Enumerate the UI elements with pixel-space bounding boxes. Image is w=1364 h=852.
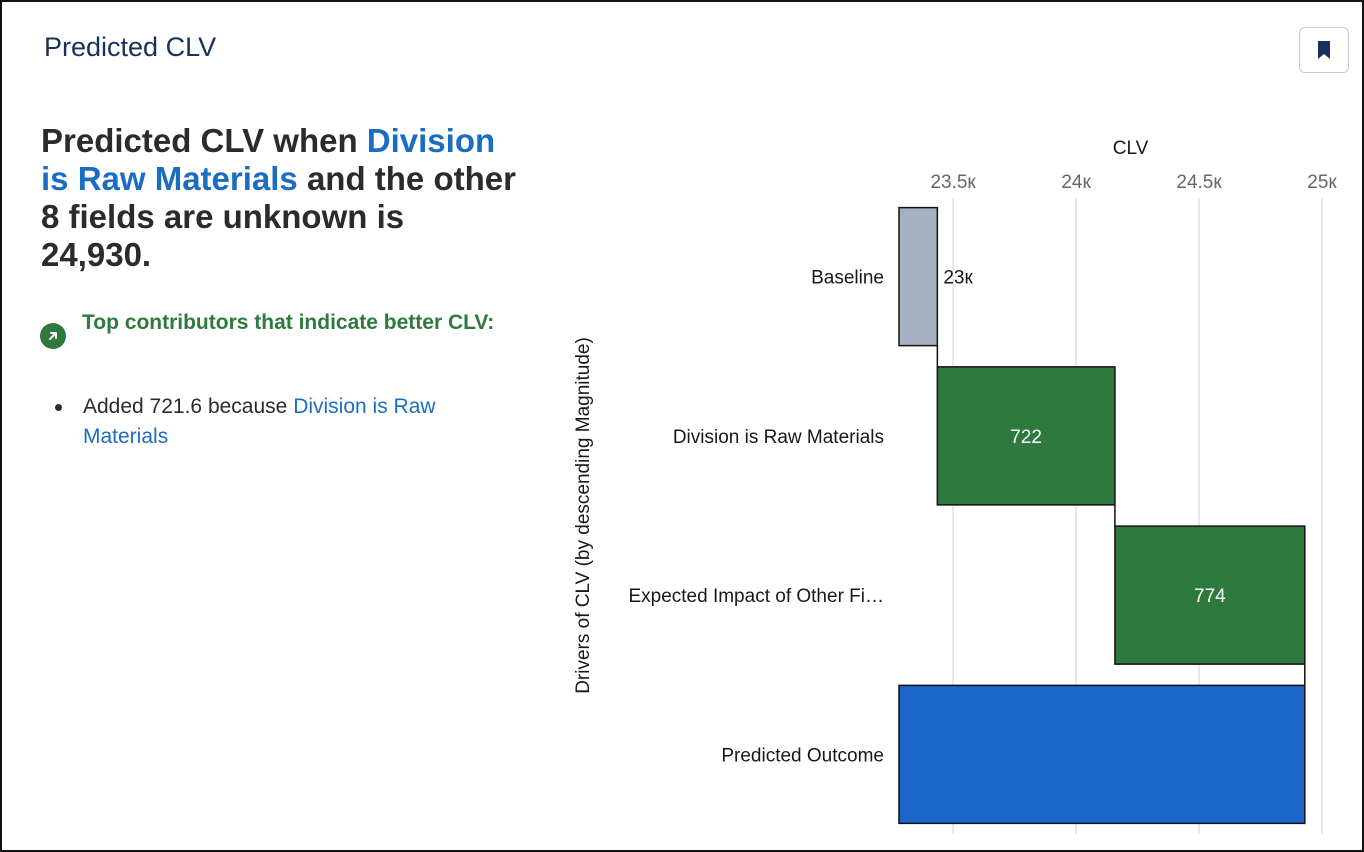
contributors-header: Top contributors that indicate better CL… [40,308,510,349]
data-label: 722 [1010,427,1042,448]
arrow-up-right-icon [40,323,66,349]
summary-prefix: Predicted CLV when [41,122,367,159]
bar-positive [936,366,1116,506]
category-label: Baseline [811,268,884,289]
bookmark-button[interactable] [1299,27,1349,73]
x-tick-label: 24.5к [1176,172,1222,193]
summary-condition: Division is Raw Materials [41,122,496,197]
summary-suffix: and the other 8 fields are unknown is 24… [41,160,516,273]
data-label: 23к [943,268,973,289]
category-label: Expected Impact of Other Fi… [628,586,884,607]
list-item: Added 721.6 because Division is Raw Mate… [52,392,492,452]
prediction-summary: Predicted CLV when Division is Raw Mater… [41,122,521,274]
x-tick-label: 25к [1307,172,1337,193]
x-tick-label: 24к [1061,172,1091,193]
bar-outcome [898,684,1306,825]
category-label: Division is Raw Materials [673,427,884,448]
bookmark-icon [1318,41,1330,59]
x-tick-label: 23.5к [930,172,976,193]
contributor-prefix: Added 721.6 because [83,395,294,418]
category-label: Predicted Outcome [721,745,884,766]
y-axis-title: Drivers of CLV (by descending Magnitude) [573,337,594,694]
contributors-list: Added 721.6 because Division is Raw Mate… [52,392,492,452]
contributor-link[interactable]: Division is Raw Materials [83,395,436,448]
data-label: 774 [1194,586,1226,607]
x-axis-title: CLV [1113,138,1149,159]
bar-baseline [898,206,939,347]
card-title: Predicted CLV [44,32,217,62]
contributors-heading: Top contributors that indicate better CL… [82,311,495,334]
bar-positive [1114,525,1306,665]
